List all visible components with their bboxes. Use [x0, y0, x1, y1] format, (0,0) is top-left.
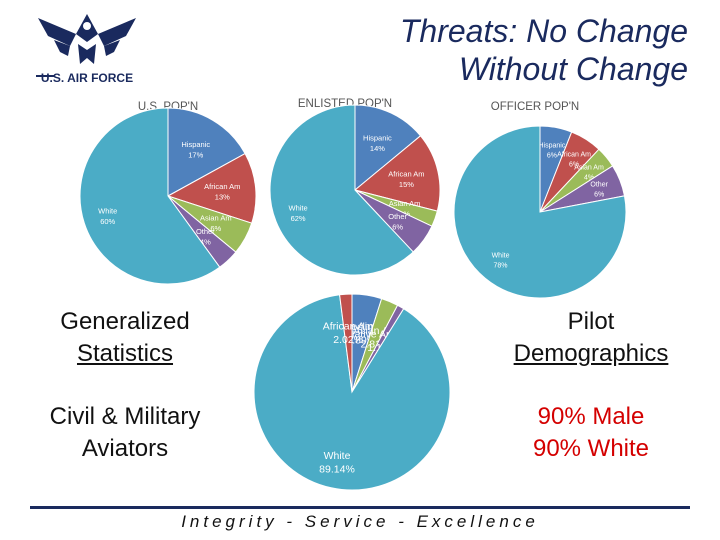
slice-value-white: 60%	[100, 217, 115, 226]
slice-value-other: 6%	[392, 222, 403, 231]
stat-male: 90% Male	[537, 403, 645, 430]
slice-hispanic	[354, 104, 422, 192]
slice-value-white: 78%	[494, 263, 508, 270]
slide-title: Threats: No Change Without Change	[288, 12, 688, 88]
slice-value-african-am: 15%	[399, 180, 414, 189]
slice-label-white: White	[492, 253, 510, 260]
slice-hispanic	[167, 107, 246, 197]
civil-military-aviators-label: Civil & Military Aviators	[20, 401, 230, 465]
slice-white	[453, 125, 627, 299]
slice-african-am	[166, 152, 257, 224]
slice-value-hispanic: 14%	[370, 144, 385, 153]
slice-label-african-am: African Am	[557, 151, 591, 158]
slice-label-african-am: African Am	[388, 170, 424, 179]
slice-label-other: Other	[388, 212, 407, 221]
slice-white	[269, 104, 414, 276]
slice-label-african-am: African Am	[323, 320, 374, 332]
slice-label-asian-am: Asian Am	[200, 213, 232, 222]
pie-title-officer-pop-n: OFFICER POP'N	[491, 101, 579, 113]
air-force-logo: U.S. AIR FORCE	[36, 14, 136, 85]
slice-african-am	[353, 135, 441, 212]
slice-value-hispanic: 17%	[188, 151, 203, 160]
slice-value-asian-am: 6%	[210, 224, 221, 233]
right-heading-line-1: Pilot	[567, 308, 615, 335]
pilot-stats: 90% Male 90% White	[484, 401, 698, 465]
slice-value-white: 62%	[291, 214, 306, 223]
slice-label-other: Other	[590, 182, 608, 189]
slice-label-hispanic: Hispanic	[363, 133, 392, 142]
title-line-2: Without Change	[458, 51, 688, 87]
footer-motto: Integrity - Service - Excellence	[181, 512, 539, 531]
slice-label-white: White	[324, 450, 351, 462]
slice-african-am	[339, 293, 353, 393]
slice-label-asian-am: Asian Am	[389, 199, 421, 208]
left-sub-line-1: Civil & Military	[49, 403, 201, 430]
footer-rule	[30, 506, 690, 509]
slice-white	[253, 294, 451, 491]
slice-label-african-am: African Am	[204, 182, 240, 191]
slice-label-hispanic: Hispanic	[538, 142, 565, 149]
slice-label-hispanic: Hispanic	[181, 140, 210, 149]
left-heading-line-1: Generalized	[60, 308, 190, 335]
slice-value-african-am: 6%	[569, 161, 579, 168]
slice-label-other: Other	[196, 227, 215, 236]
pilot-demographics-heading: Pilot Demographics	[484, 306, 698, 370]
slice-value-hispanic: 6%	[547, 152, 557, 159]
slice-value-other: 4%	[200, 237, 211, 246]
left-sub-line-2: Aviators	[81, 435, 169, 462]
slice-value-african-am: 2.02%	[333, 334, 363, 346]
logo-text: U.S. AIR FORCE	[41, 71, 133, 85]
slice-value-other: 6%	[594, 192, 604, 199]
slice-value-african-am: 13%	[215, 192, 230, 201]
title-line-1: Threats: No Change	[399, 13, 688, 49]
slice-label-asian-am: Asian Am	[574, 164, 604, 171]
stat-white: 90% White	[532, 435, 650, 462]
slice-label-decline: Decline	[344, 321, 379, 333]
slice-white	[79, 107, 221, 285]
slice-value-white: 89.14%	[319, 463, 355, 475]
right-heading-line-2: Demographics	[513, 340, 669, 367]
slice-label-white: White	[289, 204, 308, 213]
left-heading-line-2: Statistics	[76, 340, 174, 367]
slice-value-asian-am: 4%	[584, 174, 594, 181]
slice-label-white: White	[98, 207, 117, 216]
generalized-statistics-heading: Generalized Statistics	[20, 306, 230, 370]
